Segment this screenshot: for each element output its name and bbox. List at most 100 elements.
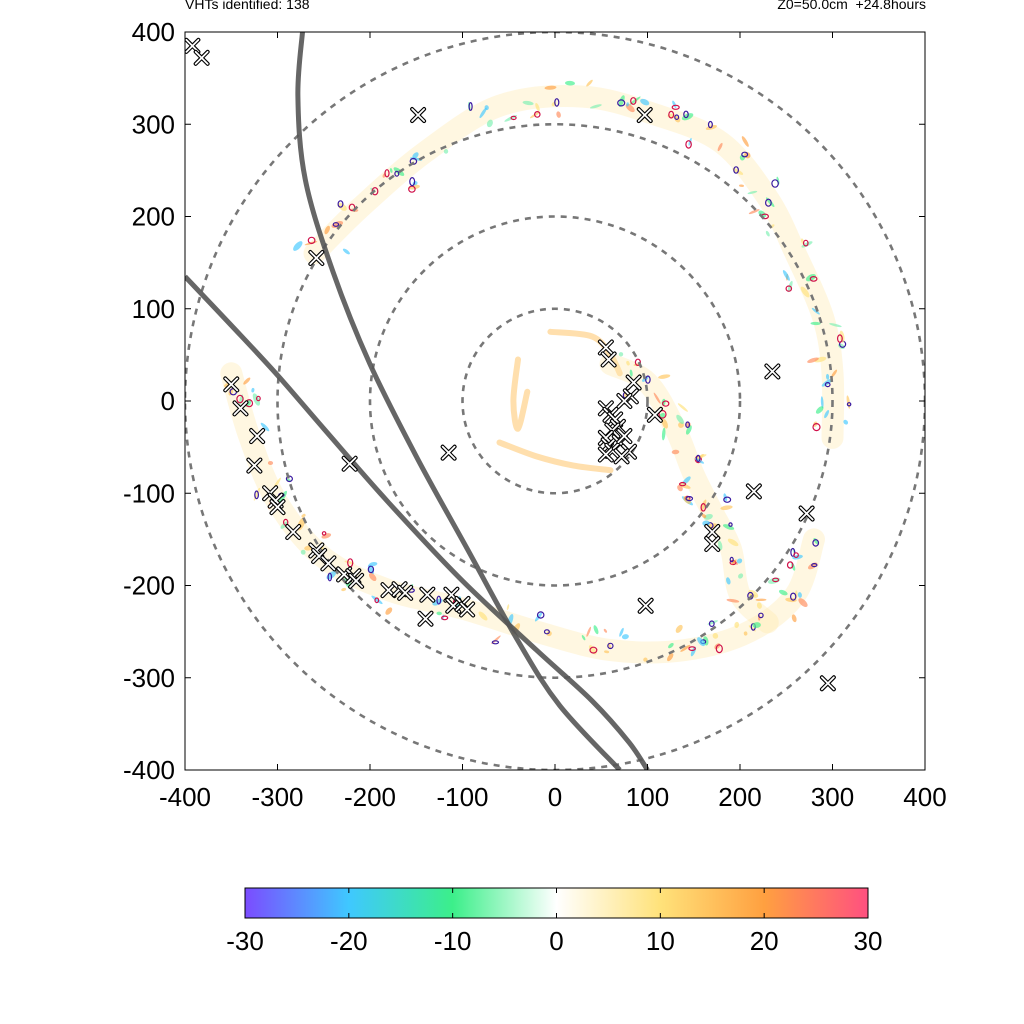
vorticity-blob	[825, 373, 830, 380]
vht-marker-fill	[820, 676, 835, 691]
vorticity-contour	[674, 114, 680, 121]
vorticity-contour	[837, 334, 843, 343]
vorticity-blob	[371, 595, 383, 605]
vht-marker	[419, 586, 436, 603]
vht-marker-fill	[418, 611, 433, 626]
vorticity-contour	[729, 556, 734, 563]
vorticity-blob	[267, 460, 274, 466]
vorticity-contour	[634, 358, 642, 366]
vorticity-contour	[785, 285, 793, 292]
vorticity-blob	[544, 85, 557, 90]
vorticity-blob	[668, 642, 674, 649]
vorticity-blob	[293, 241, 303, 251]
vorticity-blob	[671, 449, 680, 455]
vht-marker	[193, 49, 210, 66]
y-tick-label: -200	[123, 571, 175, 601]
vht-marker	[636, 107, 653, 124]
vht-marker	[704, 535, 721, 552]
vorticity-blob	[676, 414, 684, 425]
vorticity-contour	[668, 110, 675, 119]
vorticity-contour	[708, 620, 715, 628]
vorticity-contour	[510, 115, 517, 121]
vorticity-blob	[726, 577, 731, 585]
vorticity-blob	[436, 611, 442, 616]
range-ring	[276, 122, 834, 680]
vorticity-contour	[741, 151, 749, 158]
vorticity-contour	[758, 612, 764, 619]
vorticity-blob	[522, 100, 534, 106]
vorticity-blob	[717, 142, 723, 152]
vorticity-contour	[772, 577, 780, 583]
vorticity-blob	[593, 625, 599, 635]
x-tick-label: 400	[903, 782, 946, 812]
vht-marker-fill	[705, 525, 720, 539]
vht-marker-fill	[648, 407, 662, 422]
vorticity-blob	[738, 573, 744, 579]
vorticity-blob	[680, 644, 691, 652]
vorticity-contour	[683, 110, 689, 119]
x-tick-label: 0	[548, 782, 562, 812]
vorticity-contour	[327, 572, 333, 582]
vorticity-blob	[640, 98, 650, 106]
vorticity-contour	[491, 640, 500, 645]
vorticity-contour	[394, 170, 400, 177]
colorbar-tick-label: -20	[330, 926, 368, 956]
vht-marker	[348, 572, 365, 589]
vorticity-blob	[843, 419, 849, 425]
vorticity-contour	[685, 496, 694, 502]
vorticity-contour	[630, 97, 637, 105]
vorticity-contour	[765, 198, 772, 207]
vorticity-blob	[389, 168, 393, 173]
vorticity-contour	[236, 394, 244, 404]
vorticity-contour	[802, 239, 809, 247]
vht-marker	[597, 446, 614, 463]
vorticity-contour	[256, 395, 261, 402]
vht-marker	[704, 523, 721, 540]
vorticity-contour	[543, 629, 550, 635]
vorticity-blob	[243, 377, 251, 385]
vorticity-blob	[734, 621, 740, 628]
vorticity-contour	[589, 646, 598, 654]
vht-marker	[600, 351, 617, 368]
vorticity-contour	[685, 421, 690, 429]
colorbar-tick-label: -30	[226, 926, 264, 956]
vht-marker-fill	[342, 456, 357, 471]
vorticity-blob	[661, 418, 668, 429]
vorticity-blob	[767, 577, 781, 584]
x-tick-label: -400	[159, 782, 211, 812]
y-tick-label: 0	[161, 386, 175, 416]
vorticity-contour	[811, 562, 818, 568]
vorticity-contour	[409, 177, 416, 187]
vht-marker	[417, 610, 434, 627]
y-tick-label: 200	[132, 202, 175, 232]
vorticity-blob	[791, 614, 797, 623]
vorticity-contour	[254, 490, 260, 500]
vorticity-blob	[484, 105, 489, 111]
vht-marker-fill	[637, 108, 652, 122]
vorticity-blob	[748, 209, 760, 215]
vorticity-blob	[798, 598, 808, 608]
vorticity-contour	[367, 565, 375, 574]
vorticity-contour	[793, 552, 799, 558]
vht-marker-fill	[250, 429, 265, 443]
vht-marker-fill	[746, 484, 761, 499]
vht-marker	[410, 107, 427, 124]
vorticity-blob	[726, 598, 740, 603]
vorticity-blob	[443, 149, 449, 154]
vorticity-contour	[321, 531, 327, 536]
vorticity-blob	[723, 524, 735, 530]
vorticity-contour	[728, 522, 733, 527]
x-tick-label: -200	[344, 782, 396, 812]
vorticity-blob	[556, 111, 561, 118]
vorticity-blob	[697, 637, 706, 647]
vht-marker	[341, 455, 358, 472]
vorticity-blob	[727, 538, 739, 547]
vht-marker	[269, 499, 286, 516]
vht-marker	[308, 250, 325, 267]
x-tick-label: -300	[251, 782, 303, 812]
vorticity-blob	[629, 369, 633, 377]
vorticity-blob	[707, 620, 718, 625]
vorticity-blob	[677, 403, 688, 412]
vht-count-label: VHTs identified: 138	[185, 0, 310, 12]
